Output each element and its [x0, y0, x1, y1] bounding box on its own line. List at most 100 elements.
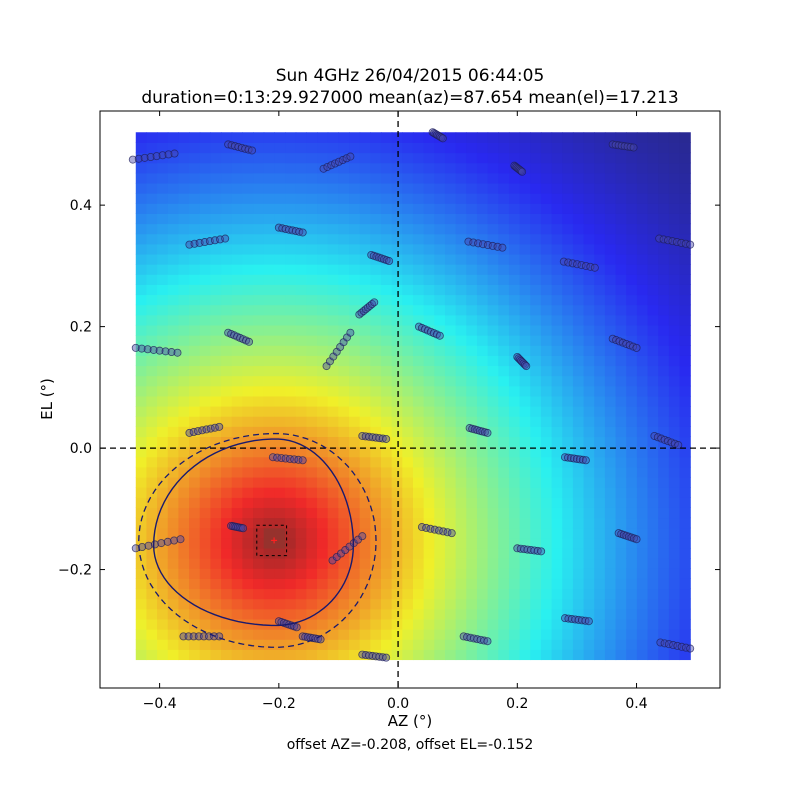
- heatmap-cell: [370, 132, 382, 143]
- heatmap-cell: [146, 213, 158, 225]
- heatmap-cell: [295, 152, 307, 164]
- heatmap-cell: [679, 355, 691, 367]
- heatmap-cell: [636, 405, 649, 417]
- heatmap-cell: [466, 132, 478, 143]
- heatmap-cell: [604, 193, 617, 204]
- heatmap-cell: [626, 355, 638, 367]
- heatmap-cell: [327, 233, 339, 245]
- heatmap-cell: [317, 345, 329, 356]
- heatmap-cell: [253, 466, 265, 478]
- heatmap-cell: [412, 426, 425, 438]
- heatmap-cell: [317, 213, 329, 225]
- heatmap-cell: [423, 274, 435, 285]
- heatmap-cell: [540, 243, 553, 255]
- heatmap-cell: [199, 203, 211, 214]
- heatmap-cell: [210, 203, 222, 214]
- heatmap-cell: [668, 639, 681, 650]
- heatmap-cell: [391, 618, 403, 630]
- heatmap-cell: [295, 274, 307, 285]
- heatmap-cell: [412, 264, 425, 275]
- heatmap-cell: [615, 618, 627, 630]
- heatmap-cell: [594, 487, 606, 498]
- heatmap-cell: [679, 598, 691, 610]
- heatmap-cell: [349, 456, 361, 468]
- scan-point: [146, 152, 155, 161]
- heatmap-cell: [157, 294, 169, 306]
- heatmap-cell: [178, 466, 190, 478]
- heatmap-cell: [636, 649, 649, 661]
- heatmap-cell: [157, 466, 169, 478]
- heatmap-cell: [572, 253, 585, 265]
- heatmap-cell: [604, 314, 617, 326]
- heatmap-cell: [562, 416, 574, 427]
- heatmap-cell: [508, 416, 521, 427]
- heatmap-cell: [444, 629, 457, 640]
- heatmap-cell: [551, 527, 563, 539]
- scan-point: [338, 156, 347, 165]
- heatmap-cell: [349, 507, 361, 519]
- heatmap-cell: [135, 395, 148, 407]
- scan-point: [575, 455, 584, 464]
- heatmap-cell: [199, 385, 211, 397]
- heatmap-cell: [498, 618, 510, 630]
- heatmap-cell: [327, 466, 339, 478]
- scan-point: [566, 454, 575, 463]
- heatmap-cell: [615, 182, 627, 194]
- heatmap-cell: [242, 456, 254, 468]
- heatmap-cell: [231, 243, 243, 255]
- scan-point: [474, 239, 483, 248]
- heatmap-cell: [231, 446, 243, 458]
- heatmap-cell: [498, 416, 510, 427]
- heatmap-cell: [167, 304, 180, 316]
- heatmap-cell: [487, 162, 499, 174]
- heatmap-cell: [562, 284, 574, 296]
- heatmap-cell: [434, 264, 446, 275]
- heatmap-cell: [263, 243, 275, 255]
- heatmap-cell: [530, 314, 542, 326]
- heatmap-cell: [487, 365, 499, 377]
- heatmap-cell: [508, 213, 521, 225]
- heatmap-cell: [562, 466, 574, 478]
- heatmap-cell: [636, 345, 649, 356]
- heatmap-cell: [263, 426, 275, 438]
- heatmap-cell: [178, 243, 190, 255]
- heatmap-cell: [647, 294, 659, 306]
- heatmap-cell: [295, 345, 307, 356]
- heatmap-cell: [412, 132, 425, 143]
- heatmap-cell: [317, 547, 329, 559]
- heatmap-cell: [295, 203, 307, 214]
- heatmap-cell: [572, 243, 585, 255]
- heatmap-cell: [498, 355, 510, 367]
- heatmap-cell: [221, 152, 233, 164]
- heatmap-cell: [562, 152, 574, 164]
- heatmap-cell: [146, 527, 158, 539]
- heatmap-cell: [402, 233, 414, 245]
- heatmap-cell: [263, 487, 275, 498]
- heatmap-cell: [434, 629, 446, 640]
- heatmap-cell: [391, 466, 403, 478]
- heatmap-cell: [327, 304, 339, 316]
- heatmap-cell: [647, 304, 659, 316]
- heatmap-cell: [285, 142, 297, 154]
- heatmap-cell: [242, 203, 254, 214]
- heatmap-cell: [551, 182, 563, 194]
- heatmap-cell: [572, 547, 585, 559]
- heatmap-cell: [274, 294, 286, 306]
- heatmap-cell: [221, 578, 233, 590]
- heatmap-cell: [349, 203, 361, 214]
- heatmap-cell: [380, 355, 393, 367]
- heatmap-cell: [626, 547, 638, 559]
- heatmap-cell: [658, 324, 670, 336]
- heatmap-cell: [594, 253, 606, 265]
- heatmap-cell: [380, 172, 393, 184]
- heatmap-cell: [242, 588, 254, 600]
- heatmap-cell: [444, 456, 457, 468]
- heatmap-cell: [380, 649, 393, 661]
- heatmap-cell: [551, 588, 563, 600]
- heatmap-cell: [658, 487, 670, 498]
- heatmap-cell: [317, 426, 329, 438]
- heatmap-cell: [317, 608, 329, 620]
- heatmap-cell: [349, 304, 361, 316]
- heatmap-cell: [253, 436, 265, 448]
- heatmap-cell: [263, 517, 275, 529]
